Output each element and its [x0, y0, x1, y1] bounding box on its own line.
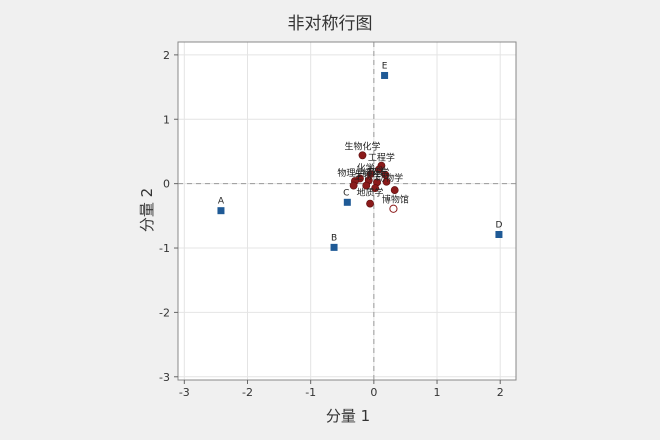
row-point	[382, 177, 391, 186]
row-point	[366, 199, 374, 208]
column-point	[381, 71, 389, 79]
row-point	[358, 151, 367, 160]
column-point	[217, 207, 225, 215]
data-label: C	[343, 188, 349, 198]
data-label: A	[218, 197, 225, 207]
y-tick-label: -1	[159, 242, 170, 255]
row-point	[371, 184, 380, 193]
column-point	[495, 230, 503, 238]
data-label: 生物化学	[344, 140, 380, 152]
y-tick-label: -3	[159, 371, 170, 384]
row-point	[390, 186, 399, 194]
x-tick-label: -3	[179, 386, 190, 399]
data-label: D	[495, 220, 502, 230]
data-label: 物理学	[337, 167, 364, 179]
y-tick-label: 2	[163, 49, 170, 62]
y-axis-label: 分量 2	[138, 188, 156, 232]
data-label: E	[382, 61, 388, 71]
data-label: 动物学	[376, 172, 403, 184]
y-tick-label: 1	[163, 113, 170, 126]
y-tick-label: 0	[163, 178, 170, 191]
row-point	[349, 181, 358, 190]
row-point	[375, 165, 383, 174]
data-label: 生物学	[354, 170, 381, 182]
row-point-supplementary	[389, 204, 398, 213]
plot-frame	[177, 41, 517, 381]
chart-title: 非对称行图	[288, 14, 373, 34]
x-axis-label: 分量 1	[326, 407, 370, 425]
x-tick-label: -2	[242, 386, 253, 399]
x-tick-label: -1	[305, 386, 316, 399]
row-point	[362, 181, 371, 190]
data-label: B	[331, 233, 337, 243]
x-tick-label: 2	[497, 386, 504, 399]
data-label: 地质学	[357, 187, 384, 199]
column-point	[330, 243, 338, 251]
x-tick-label: 1	[434, 386, 441, 399]
x-tick-label: 0	[370, 386, 377, 399]
data-label: 工程学	[368, 152, 395, 164]
data-label: 统计学	[362, 166, 389, 178]
y-tick-label: -2	[159, 306, 170, 319]
plot-background	[178, 42, 516, 380]
data-label: 数学	[368, 165, 386, 177]
data-label: 化学	[357, 162, 375, 174]
data-label: 博物馆	[382, 194, 409, 206]
column-point	[343, 198, 351, 206]
